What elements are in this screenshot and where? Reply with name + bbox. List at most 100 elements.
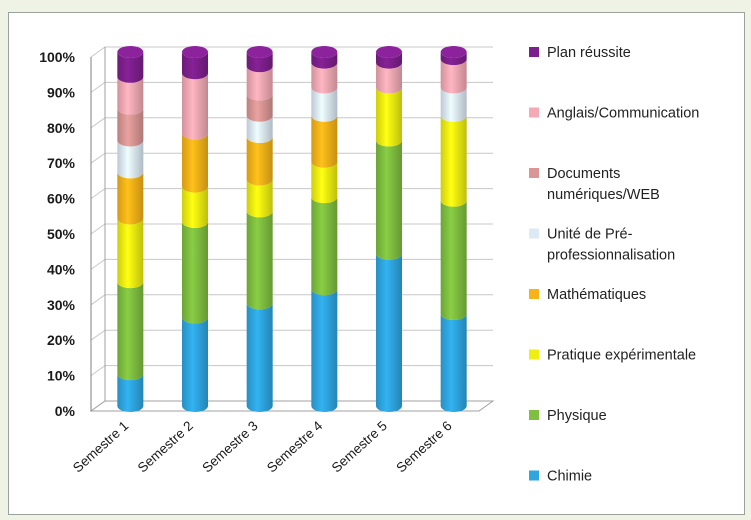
- legend-item: Mathématiques: [529, 287, 646, 303]
- legend-swatch: [529, 228, 539, 239]
- x-category-label: Semestre 6: [393, 418, 454, 475]
- legend-label: Chimie: [547, 469, 592, 485]
- legend-item: Physique: [529, 408, 607, 424]
- y-tick-label: 50%: [47, 226, 76, 242]
- y-tick-label: 60%: [47, 191, 76, 207]
- bar-top-cap: [182, 46, 208, 58]
- bar-top-cap: [246, 46, 273, 58]
- bar-segment: [246, 66, 273, 101]
- bar-segment: [117, 282, 144, 381]
- legend-swatch: [529, 289, 539, 299]
- y-tick-label: 100%: [39, 49, 75, 65]
- y-tick-label: 30%: [47, 297, 76, 313]
- y-tick-label: 40%: [47, 261, 76, 277]
- legend-label: Mathématiques: [547, 287, 646, 303]
- bar-segment: [376, 253, 402, 412]
- bar-segment: [311, 87, 338, 122]
- bar-segment: [311, 62, 338, 94]
- legend-item: Chimie: [529, 469, 592, 485]
- bar-segment: [246, 303, 273, 412]
- gridline: [90, 365, 493, 377]
- bar-segment: [117, 218, 144, 289]
- bar-stack: [311, 46, 338, 412]
- bar-segment: [311, 289, 338, 412]
- bar-segment: [440, 52, 467, 66]
- x-category-label: Semestre 1: [70, 418, 131, 475]
- gridline: [90, 188, 493, 200]
- bar-segment: [117, 108, 144, 147]
- bar-top-cap: [117, 46, 144, 58]
- gridline: [90, 294, 493, 306]
- legend-item: Unité de Pré-professionnalisation: [529, 227, 675, 264]
- gridlines: [90, 46, 493, 412]
- bar-stack: [182, 46, 208, 412]
- bar-segment: [246, 136, 273, 186]
- x-category-label: Semestre 2: [135, 418, 196, 475]
- legend-label: Anglais/Communication: [547, 106, 699, 122]
- x-category-label: Semestre 3: [199, 418, 260, 475]
- x-category-label: Semestre 4: [264, 418, 326, 476]
- bar-segment: [440, 59, 467, 94]
- chart-floor: [89, 400, 495, 412]
- bar-stack: [440, 46, 467, 412]
- legend-swatch: [529, 47, 539, 57]
- bar-segment: [311, 115, 338, 168]
- x-category-label: Semestre 5: [329, 418, 390, 475]
- legend-swatch: [529, 107, 539, 118]
- chart-figure: 0% 10% 20% 30% 40% 50% 60% 70% 80% 90% 100% Semestr…: [8, 12, 745, 515]
- legend-label: Unité de Pré-: [547, 227, 633, 243]
- legend-label: numériques/WEB: [547, 187, 660, 203]
- bar-segment: [246, 179, 273, 218]
- bar-segment: [182, 221, 208, 324]
- gridline: [90, 223, 493, 235]
- y-tick-label: 10%: [47, 368, 76, 384]
- bar-stack: [246, 46, 273, 412]
- bar-segment: [440, 313, 467, 412]
- bar-top-cap: [376, 46, 402, 58]
- bar-segment: [117, 76, 144, 115]
- gridline: [90, 81, 493, 93]
- stacked-bar-chart: 0% 10% 20% 30% 40% 50% 60% 70% 80% 90% 100% Semestr…: [39, 45, 699, 485]
- y-tick-label: 20%: [47, 332, 76, 348]
- gridline: [90, 46, 493, 58]
- bar-segment: [182, 73, 208, 140]
- bar-segment: [117, 374, 144, 412]
- bar-segment: [376, 62, 402, 94]
- legend-item: Documents numériques/WEB: [529, 166, 660, 203]
- y-tick-label: 70%: [47, 155, 76, 171]
- legend-label: Pratique expérimentale: [547, 348, 696, 364]
- y-tick-label: 90%: [47, 84, 76, 100]
- legend-label: Physique: [547, 408, 607, 424]
- legend-item: Plan réussite: [529, 45, 631, 61]
- gridline: [90, 152, 493, 164]
- bar-segment: [311, 197, 338, 296]
- bar-segment: [182, 317, 208, 412]
- bar-segment: [246, 52, 273, 73]
- legend-item: Anglais/Communication: [529, 106, 699, 122]
- bar-segment: [440, 115, 467, 207]
- gridline: [90, 329, 493, 341]
- bar-stack: [376, 46, 402, 412]
- bar-segment: [440, 200, 467, 320]
- bar-segment: [117, 172, 144, 225]
- legend-swatch: [529, 349, 539, 360]
- legend-label: Plan réussite: [547, 45, 631, 61]
- gridline: [90, 258, 493, 270]
- gridline: [90, 117, 493, 129]
- y-tick-label: 0%: [55, 403, 76, 419]
- bar-segment: [246, 115, 273, 143]
- bar-segment: [117, 140, 144, 179]
- legend-swatch: [529, 470, 539, 481]
- bar-top-cap: [311, 46, 338, 58]
- bar-segment: [182, 186, 208, 228]
- bar-segment: [440, 87, 467, 122]
- bar-segment: [182, 133, 208, 193]
- bar-segment: [117, 52, 144, 83]
- legend-label: professionnalisation: [547, 248, 675, 264]
- bar-segment: [311, 161, 338, 204]
- bar-top-cap: [440, 46, 467, 58]
- bar-segment: [182, 52, 208, 80]
- bar-segment: [376, 140, 402, 260]
- legend-item: Pratique expérimentale: [529, 348, 696, 364]
- bar-stack: [117, 46, 144, 412]
